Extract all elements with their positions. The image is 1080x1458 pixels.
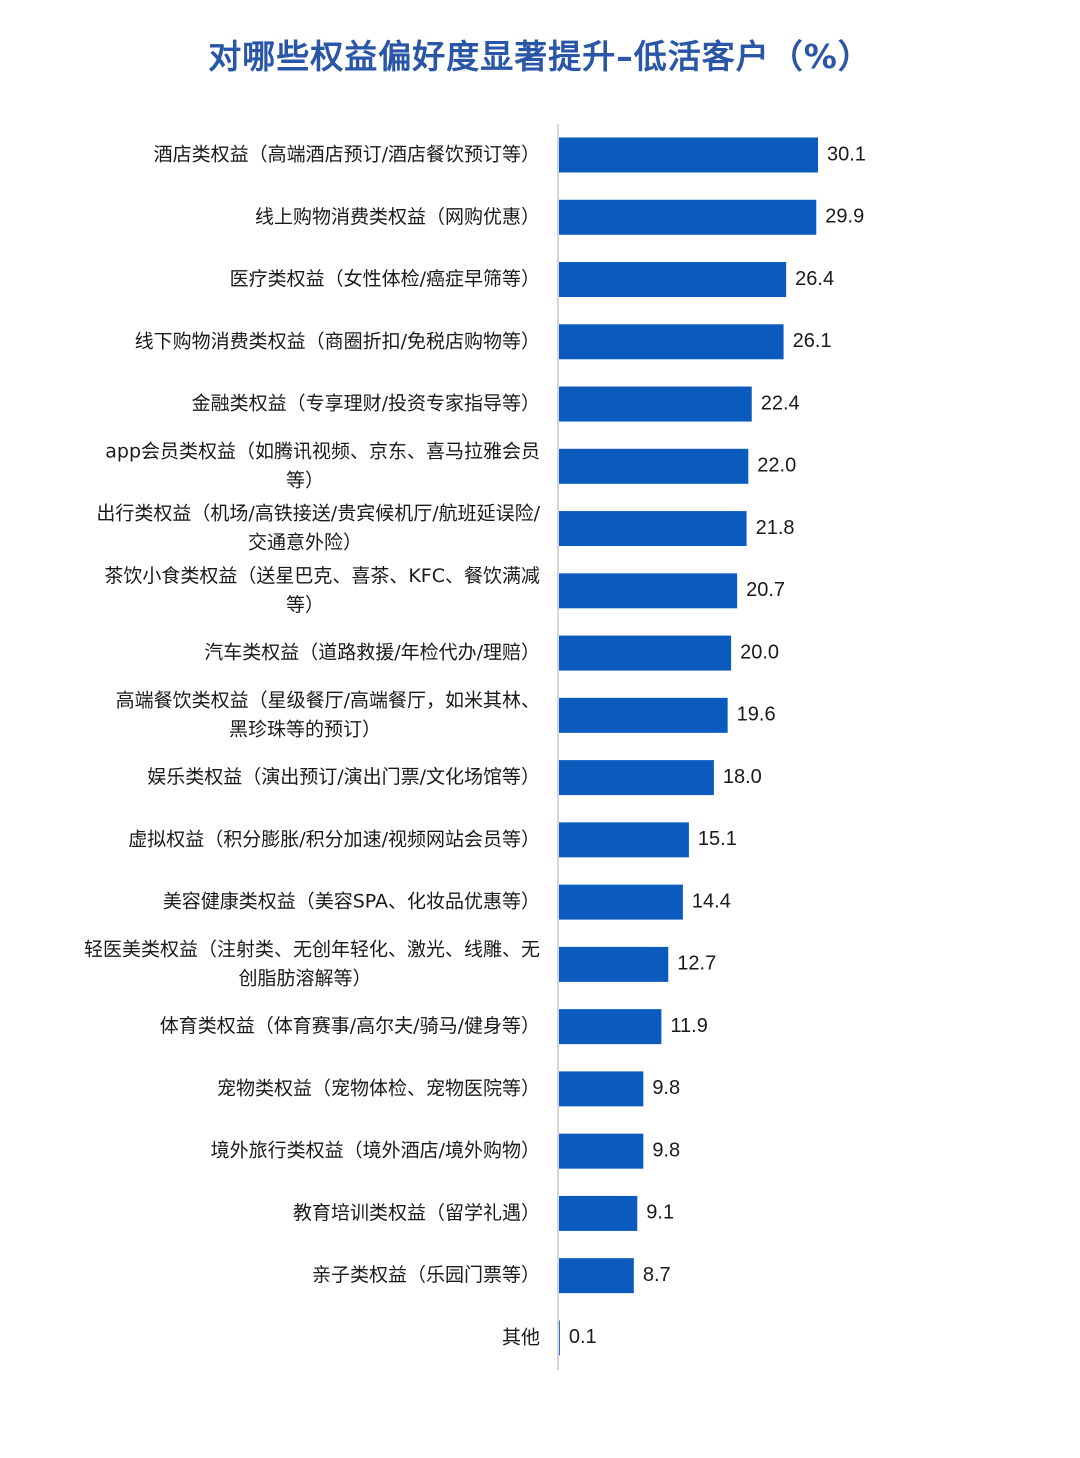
category-label: 汽车类权益（道路救援/年检代办/理赔） xyxy=(204,642,540,664)
value-label: 26.4 xyxy=(795,268,834,290)
bar xyxy=(559,511,747,547)
bar xyxy=(559,386,752,422)
value-label: 21.8 xyxy=(756,517,795,539)
category-labels-layer: 酒店类权益（高端酒店预订/酒店餐饮预订等） 线上购物消费类权益（网购优惠） 医疗类权… xyxy=(84,144,541,1349)
category-label-line: 高端餐饮类权益（星级餐厅/高端餐厅，如米其林、 xyxy=(116,689,540,711)
value-label: 0.1 xyxy=(569,1326,597,1348)
value-label: 15.1 xyxy=(698,828,737,850)
bar xyxy=(559,1258,634,1294)
category-label-line: app会员类权益（如腾讯视频、京东、喜马拉雅会员 xyxy=(105,440,540,462)
category-label: 美容健康类权益（美容SPA、化妆品优惠等） xyxy=(163,891,540,913)
value-label: 12.7 xyxy=(677,953,716,975)
bar xyxy=(559,884,683,920)
value-label: 11.9 xyxy=(670,1015,707,1037)
bar xyxy=(559,1320,560,1356)
category-label: 轻医美类权益（注射类、无创年轻化、激光、线雕、无创脂肪溶解等） xyxy=(84,938,540,989)
bar xyxy=(559,760,714,796)
bar xyxy=(559,635,732,671)
value-label: 9.8 xyxy=(652,1077,680,1099)
bar xyxy=(559,946,669,982)
category-label-line: 等） xyxy=(286,469,324,491)
value-label: 29.9 xyxy=(825,206,864,228)
category-label-line: 茶饮小食类权益（送星巴克、喜茶、KFC、餐饮满减 xyxy=(104,565,540,587)
category-label: 线上购物消费类权益（网购优惠） xyxy=(255,206,540,228)
category-label: 酒店类权益（高端酒店预订/酒店餐饮预订等） xyxy=(154,144,540,166)
bar xyxy=(559,262,787,298)
category-label-line: 出行类权益（机场/高铁接送/贵宾候机厅/航班延误险/ xyxy=(96,503,540,525)
chart-title: 对哪些权益偏好度显著提升–低活客户（%） xyxy=(208,37,872,76)
value-label: 20.0 xyxy=(740,641,779,663)
bar xyxy=(559,1195,638,1231)
category-label: 医疗类权益（女性体检/癌症早筛等） xyxy=(230,268,540,290)
category-label: 线下购物消费类权益（商圈折扣/免税店购物等） xyxy=(135,330,540,352)
category-label: 亲子类权益（乐园门票等） xyxy=(312,1264,540,1286)
value-label: 18.0 xyxy=(723,766,762,788)
category-label: 茶饮小食类权益（送星巴克、喜茶、KFC、餐饮满减等） xyxy=(104,565,540,616)
category-label: 虚拟权益（积分膨胀/积分加速/视频网站会员等） xyxy=(128,828,540,850)
bars-layer xyxy=(559,137,818,1356)
category-label-line: 创脂肪溶解等） xyxy=(238,967,371,989)
category-label: 高端餐饮类权益（星级餐厅/高端餐厅，如米其林、黑珍珠等的预订） xyxy=(116,689,540,740)
value-label: 22.4 xyxy=(761,392,800,414)
category-label: 境外旅行类权益（境外酒店/境外购物） xyxy=(211,1140,540,1162)
value-label: 8.7 xyxy=(643,1264,671,1286)
category-label: 教育培训类权益（留学礼遇） xyxy=(293,1202,540,1224)
category-label: 其他 xyxy=(502,1326,540,1348)
value-label: 22.0 xyxy=(757,455,796,477)
value-label: 19.6 xyxy=(737,704,776,726)
category-label: 宠物类权益（宠物体检、宠物医院等） xyxy=(217,1077,540,1099)
bar xyxy=(559,324,784,360)
category-label: app会员类权益（如腾讯视频、京东、喜马拉雅会员等） xyxy=(105,440,540,491)
value-label: 9.8 xyxy=(652,1139,680,1161)
bar xyxy=(559,199,817,235)
bar xyxy=(559,573,738,609)
bar xyxy=(559,448,749,484)
bar xyxy=(559,1009,662,1045)
category-label-line: 等） xyxy=(286,594,324,616)
bar xyxy=(559,822,689,858)
value-labels-layer: 30.1 29.9 26.4 26.1 22.4 22.0 21.8 20.7 20.0 19.6… xyxy=(569,143,866,1348)
value-label: 14.4 xyxy=(692,890,731,912)
value-label: 9.1 xyxy=(646,1202,674,1224)
bar xyxy=(559,137,818,173)
category-label-line: 交通意外险） xyxy=(248,532,362,554)
category-label-line: 黑珍珠等的预订） xyxy=(229,718,381,740)
category-label-line: 轻医美类权益（注射类、无创年轻化、激光、线雕、无 xyxy=(84,938,540,960)
bar xyxy=(559,1071,644,1107)
category-label: 娱乐类权益（演出预订/演出门票/文化场馆等） xyxy=(147,766,540,788)
bar xyxy=(559,697,728,733)
category-label: 出行类权益（机场/高铁接送/贵宾候机厅/航班延误险/交通意外险） xyxy=(96,503,540,554)
category-label: 金融类权益（专享理财/投资专家指导等） xyxy=(192,393,540,415)
bar xyxy=(559,1133,644,1169)
category-label: 体育类权益（体育赛事/高尔夫/骑马/健身等） xyxy=(160,1015,540,1037)
value-label: 20.7 xyxy=(746,579,785,601)
value-label: 30.1 xyxy=(827,143,866,165)
value-label: 26.1 xyxy=(793,330,832,352)
